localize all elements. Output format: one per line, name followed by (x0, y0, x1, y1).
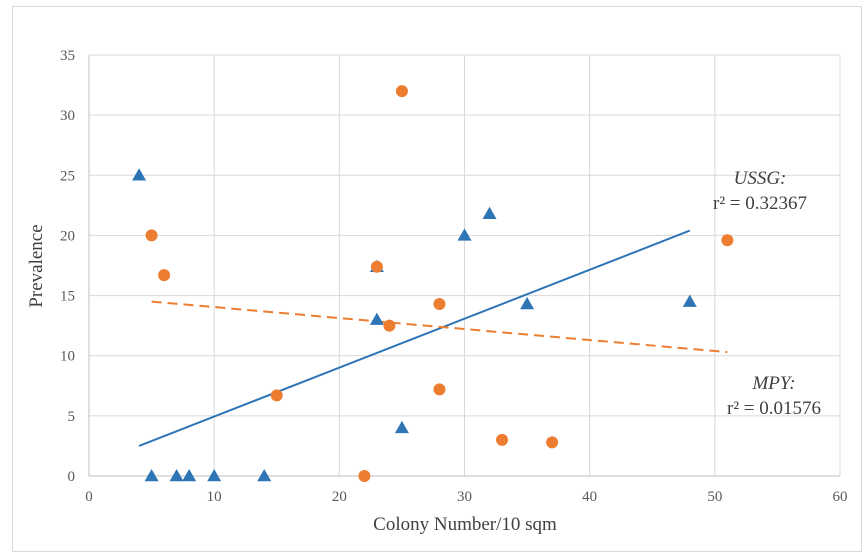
x-tick-label: 50 (707, 489, 722, 505)
y-tick-label: 0 (68, 469, 76, 485)
y-tick-labels: 0 5 10 15 20 25 30 35 (60, 48, 75, 485)
trendline-ussg (138, 229, 691, 447)
ussg-point (257, 469, 272, 482)
ussg-point (169, 469, 184, 482)
mpy-point (145, 229, 158, 242)
y-tick-label: 30 (60, 108, 75, 124)
x-axis-title: Colony Number/10 sqm (373, 514, 557, 535)
x-tick-label: 40 (582, 489, 597, 505)
ussg-point (520, 296, 535, 310)
y-tick-label: 35 (60, 48, 75, 64)
mpy-point (395, 85, 408, 98)
ussg-point (144, 469, 159, 482)
ussg-point (182, 469, 197, 482)
y-tick-label: 10 (60, 349, 75, 365)
data-points (132, 85, 734, 482)
y-tick-label: 5 (68, 409, 76, 425)
x-tick-label: 10 (207, 489, 222, 505)
y-axis-title: Prevalence (26, 224, 47, 307)
x-tick-label: 60 (833, 489, 848, 505)
annotation-mpy-r2: r² = 0.01576 (727, 398, 821, 419)
mpy-point (358, 470, 371, 482)
ussg-point (394, 420, 409, 434)
y-tick-label: 15 (60, 289, 75, 305)
y-tick-label: 25 (60, 168, 75, 184)
ussg-point (132, 168, 147, 181)
ussg-point (207, 469, 222, 482)
ussg-point (369, 312, 384, 325)
mpy-point (721, 234, 734, 247)
mpy-point (370, 260, 383, 273)
ussg-point (682, 294, 697, 307)
x-tick-label: 20 (332, 489, 347, 505)
chart-frame (12, 6, 862, 552)
mpy-point (496, 433, 509, 446)
x-tick-labels: 0 10 20 30 40 50 60 (85, 489, 847, 505)
y-tick-label: 20 (60, 228, 75, 244)
ussg-point (457, 228, 472, 241)
x-tick-label: 0 (85, 489, 93, 505)
trendline-mpy (151, 300, 728, 354)
mpy-point (433, 383, 446, 396)
annotation-ussg-name: USSG: (734, 168, 787, 189)
mpy-point (546, 436, 559, 449)
x-tick-label: 30 (457, 489, 472, 505)
mpy-point (433, 297, 446, 310)
trendlines (138, 229, 728, 447)
mpy-point (158, 269, 171, 282)
annotation-mpy-name: MPY: (751, 373, 795, 394)
mpy-point (383, 319, 396, 332)
ussg-point (482, 206, 497, 220)
annotation-ussg-r2: r² = 0.32367 (713, 193, 807, 214)
mpy-point (270, 389, 283, 402)
